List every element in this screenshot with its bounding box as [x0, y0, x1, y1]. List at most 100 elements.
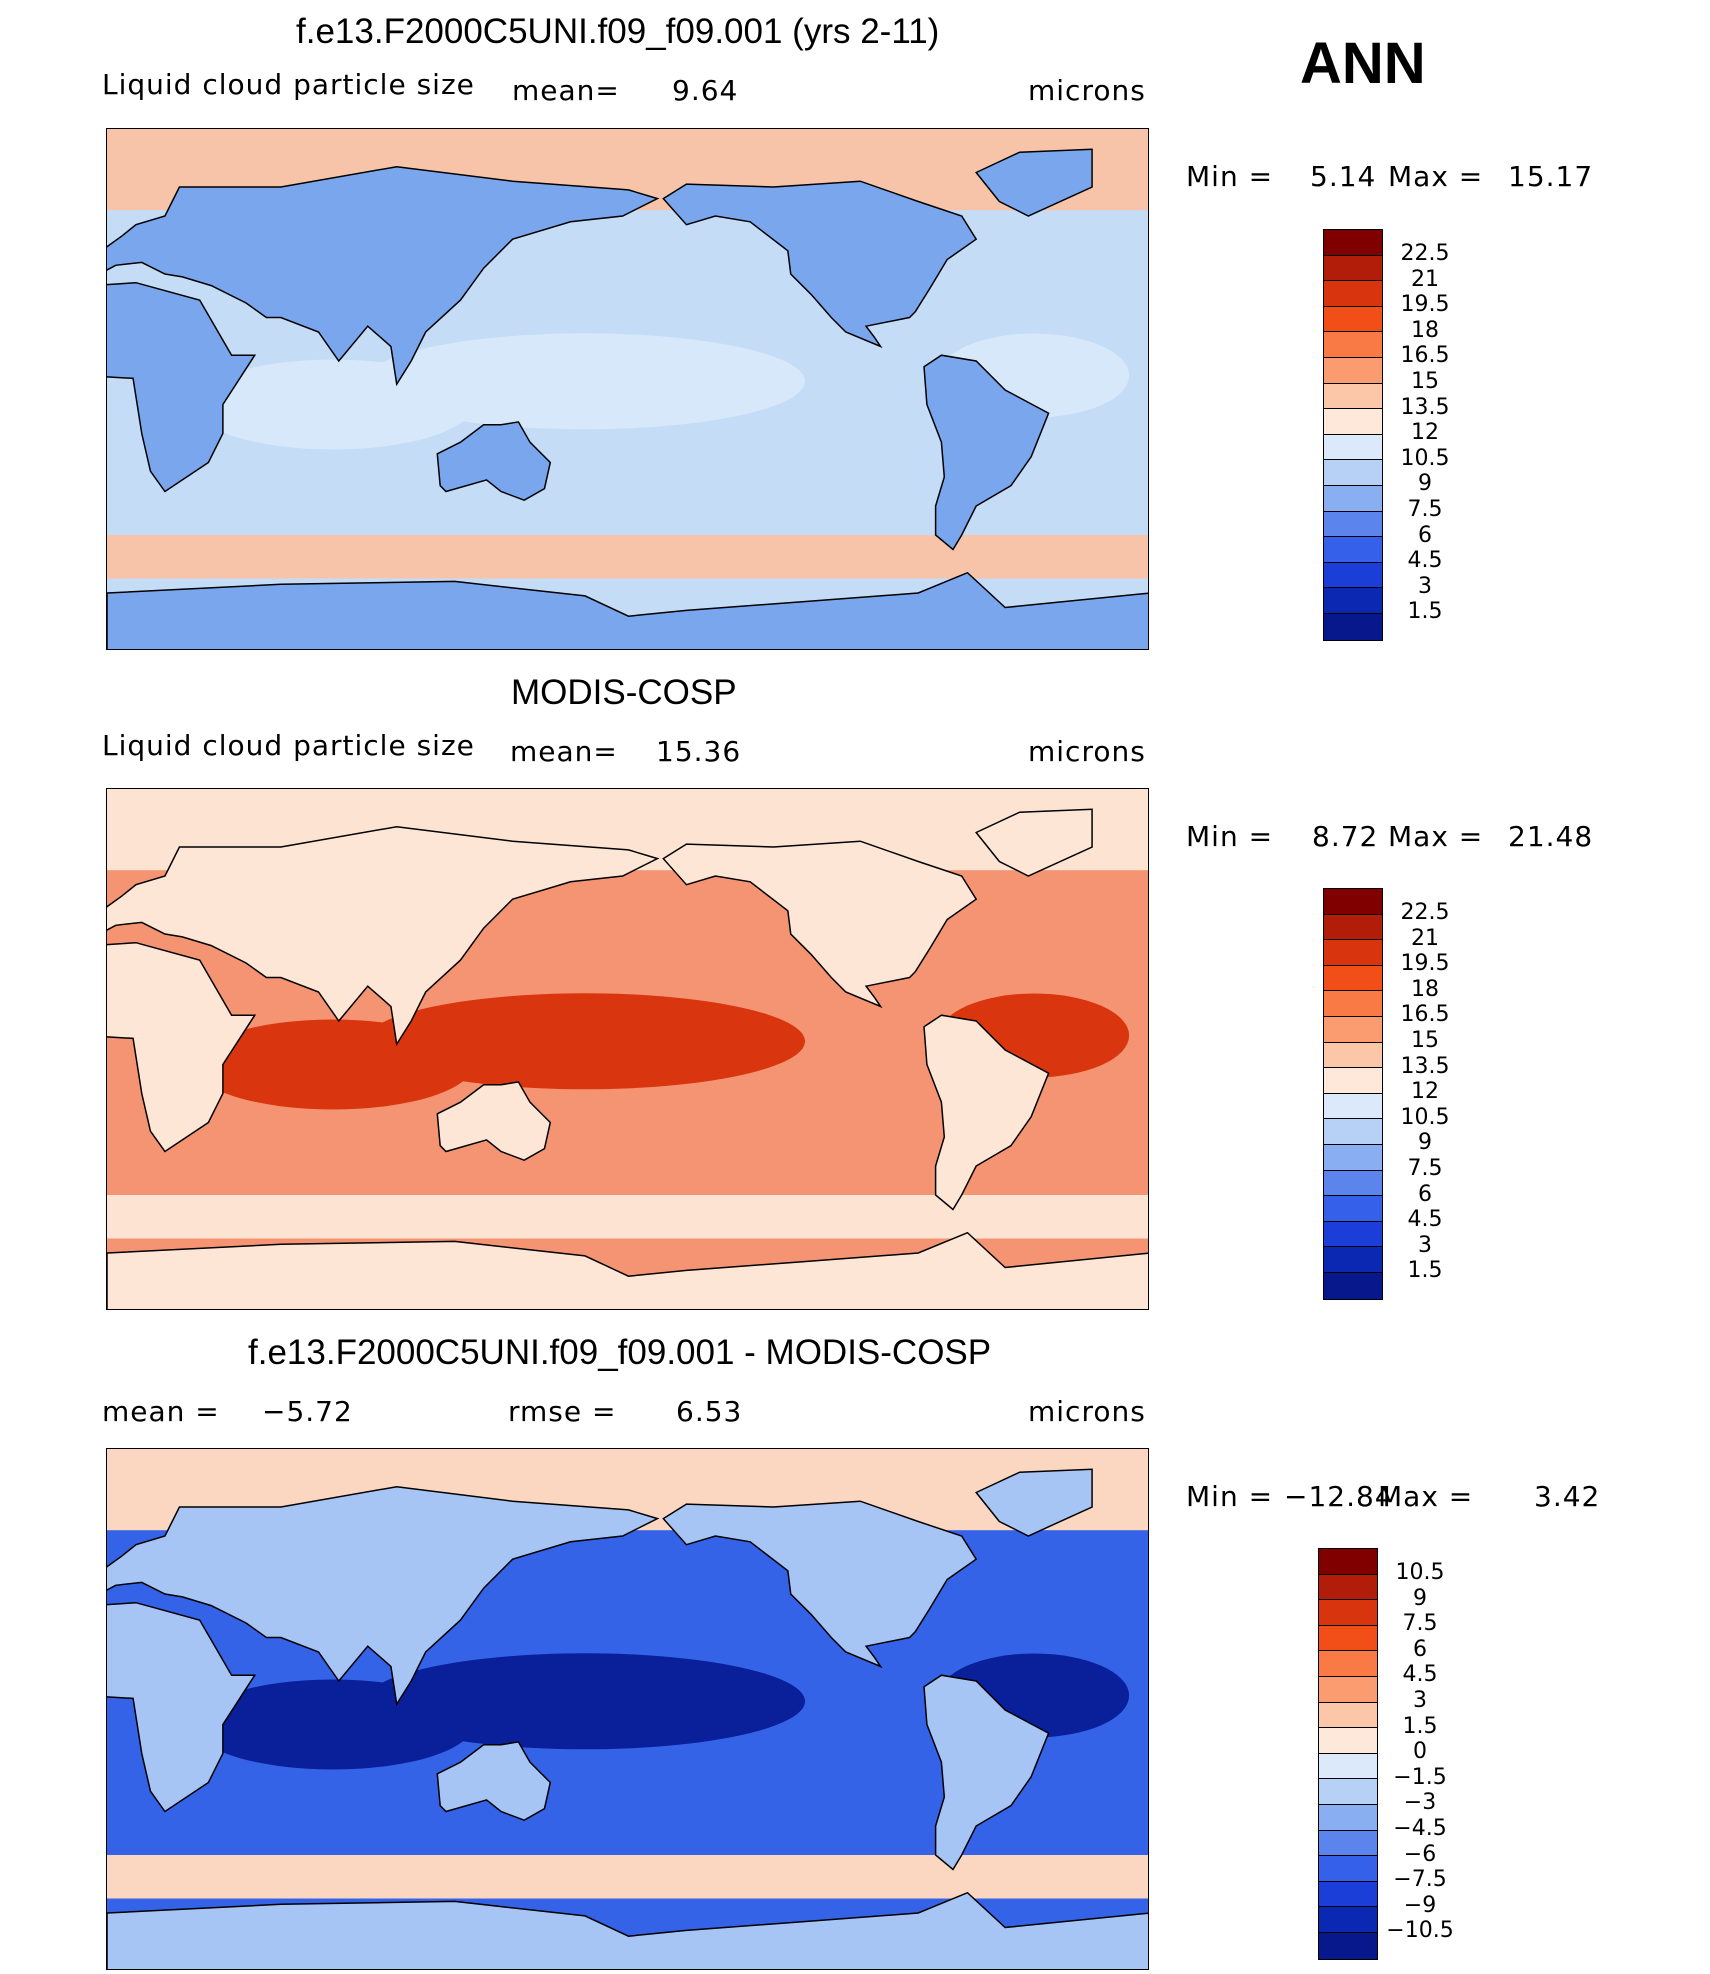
- colorbar-tick-label: 6: [1418, 1181, 1432, 1207]
- colorbar-tick-label: 22.5: [1400, 900, 1450, 925]
- colorbar-swatch: [1324, 1016, 1382, 1043]
- colorbar-tick-label: 16.5: [1400, 343, 1450, 369]
- colorbar-tick-label: 18: [1411, 976, 1439, 1002]
- tropical-anomaly: [365, 1653, 806, 1750]
- continent-outline: [662, 180, 978, 349]
- antarctica-outline: [107, 1891, 1148, 1969]
- colorbar-swatch: [1319, 1907, 1377, 1933]
- continent-outline: [662, 1500, 978, 1669]
- colorbar-swatch: [1324, 306, 1382, 333]
- panel1-units: microns: [1028, 74, 1146, 107]
- colorbar-tick-label: 18: [1411, 317, 1439, 343]
- colorbar-swatch: [1324, 485, 1382, 512]
- panel1-title: f.e13.F2000C5UNI.f09_f09.001 (yrs 2-11): [296, 12, 940, 51]
- panel1-colorbar: [1323, 229, 1383, 641]
- continent-outline: [974, 808, 1093, 877]
- panel3-rmse-value: 6.53: [676, 1395, 743, 1428]
- panel1-max-label: Max =: [1388, 160, 1484, 193]
- panel3-max-label: Max =: [1378, 1480, 1474, 1513]
- continent-outline: [107, 1485, 660, 1707]
- panel2-max-label: Max =: [1388, 820, 1484, 853]
- panel3-units: microns: [1028, 1395, 1146, 1428]
- panel1-map: [106, 128, 1149, 650]
- colorbar-swatch: [1319, 1728, 1377, 1754]
- colorbar-tick-label: −3: [1403, 1790, 1437, 1816]
- colorbar-swatch: [1324, 434, 1382, 461]
- antarctica-outline: [107, 571, 1148, 649]
- panel1-min-value: 5.14: [1310, 160, 1377, 193]
- colorbar-swatch: [1324, 511, 1382, 538]
- southern-ocean-band: [107, 1195, 1148, 1239]
- colorbar-swatch: [1324, 613, 1382, 640]
- continent-outline: [107, 165, 660, 387]
- colorbar-swatch: [1324, 940, 1382, 966]
- colorbar-swatch: [1324, 383, 1382, 410]
- colorbar-swatch: [1319, 1753, 1377, 1780]
- colorbar-swatch: [1319, 1830, 1377, 1857]
- colorbar-swatch: [1324, 562, 1382, 589]
- colorbar-tick-label: 10.5: [1400, 1104, 1450, 1130]
- colorbar-tick-label: 4.5: [1402, 1662, 1438, 1688]
- panel2-title: MODIS-COSP: [511, 673, 737, 712]
- colorbar-tick-label: −1.5: [1393, 1764, 1447, 1790]
- colorbar-tick-label: −6: [1403, 1841, 1437, 1867]
- colorbar-swatch: [1319, 1600, 1377, 1626]
- panel1-mean-label: mean=: [512, 74, 620, 107]
- colorbar-tick-label: −9: [1403, 1892, 1437, 1918]
- tropical-anomaly: [365, 333, 806, 430]
- colorbar-tick-label: 15: [1411, 369, 1439, 394]
- colorbar-swatch: [1324, 255, 1382, 282]
- panel3-colorbar: [1318, 1548, 1378, 1960]
- panel3-rmse-label: rmse =: [508, 1395, 617, 1428]
- colorbar-tick-label: 9: [1413, 1585, 1427, 1611]
- panel3-max-value: 3.42: [1534, 1480, 1601, 1513]
- colorbar-tick-label: 7.5: [1407, 1156, 1443, 1181]
- colorbar-swatch: [1319, 1932, 1377, 1959]
- colorbar-swatch: [1324, 537, 1382, 563]
- panel1-max-value: 15.17: [1508, 160, 1594, 193]
- colorbar-tick-label: 13.5: [1400, 394, 1450, 420]
- colorbar-tick-label: 9: [1418, 1130, 1432, 1156]
- colorbar-swatch: [1324, 1068, 1382, 1094]
- continent-outline: [923, 1014, 1050, 1211]
- colorbar-tick-label: 3: [1418, 1232, 1432, 1258]
- colorbar-swatch: [1324, 889, 1382, 915]
- colorbar-tick-label: 7.5: [1407, 497, 1443, 522]
- colorbar-tick-label: 13.5: [1400, 1053, 1450, 1079]
- panel2-min-value: 8.72: [1312, 820, 1379, 853]
- season-label: ANN: [1300, 31, 1426, 96]
- colorbar-swatch: [1324, 991, 1382, 1017]
- colorbar-tick-label: 6: [1413, 1636, 1427, 1662]
- continent-outline: [436, 1741, 552, 1822]
- panel3-title: f.e13.F2000C5UNI.f09_f09.001 - MODIS-COS…: [248, 1333, 992, 1372]
- colorbar-tick-label: −7.5: [1393, 1867, 1447, 1893]
- colorbar-tick-label: 1.5: [1407, 1258, 1443, 1284]
- colorbar-tick-label: 9: [1418, 471, 1432, 497]
- continent-outline: [923, 354, 1050, 551]
- continent-outline: [662, 840, 978, 1009]
- colorbar-swatch: [1324, 1247, 1382, 1273]
- panel2-mean-label: mean=: [510, 735, 618, 768]
- colorbar-swatch: [1324, 1196, 1382, 1222]
- antarctica-outline: [107, 1231, 1148, 1309]
- colorbar-tick-label: 3: [1413, 1688, 1427, 1713]
- colorbar-swatch: [1324, 588, 1382, 614]
- panel2-min-label: Min =: [1186, 820, 1274, 853]
- colorbar-swatch: [1324, 281, 1382, 307]
- colorbar-swatch: [1324, 914, 1382, 941]
- panel1-mean-value: 9.64: [672, 74, 739, 107]
- continent-outline: [107, 825, 660, 1047]
- colorbar-swatch: [1324, 965, 1382, 992]
- panel3-mean-label: mean =: [102, 1395, 220, 1428]
- colorbar-swatch: [1319, 1881, 1377, 1908]
- southern-ocean-band: [107, 535, 1148, 579]
- colorbar-tick-label: 15: [1411, 1028, 1439, 1053]
- colorbar-swatch: [1324, 357, 1382, 384]
- colorbar-tick-label: 10.5: [1400, 445, 1450, 471]
- panel2-field-label: Liquid cloud particle size: [102, 729, 475, 762]
- colorbar-tick-label: 4.5: [1407, 1207, 1443, 1233]
- colorbar-tick-label: 0: [1413, 1739, 1427, 1765]
- colorbar-swatch: [1319, 1856, 1377, 1882]
- colorbar-swatch: [1319, 1651, 1377, 1677]
- panel2-colorbar: [1323, 888, 1383, 1300]
